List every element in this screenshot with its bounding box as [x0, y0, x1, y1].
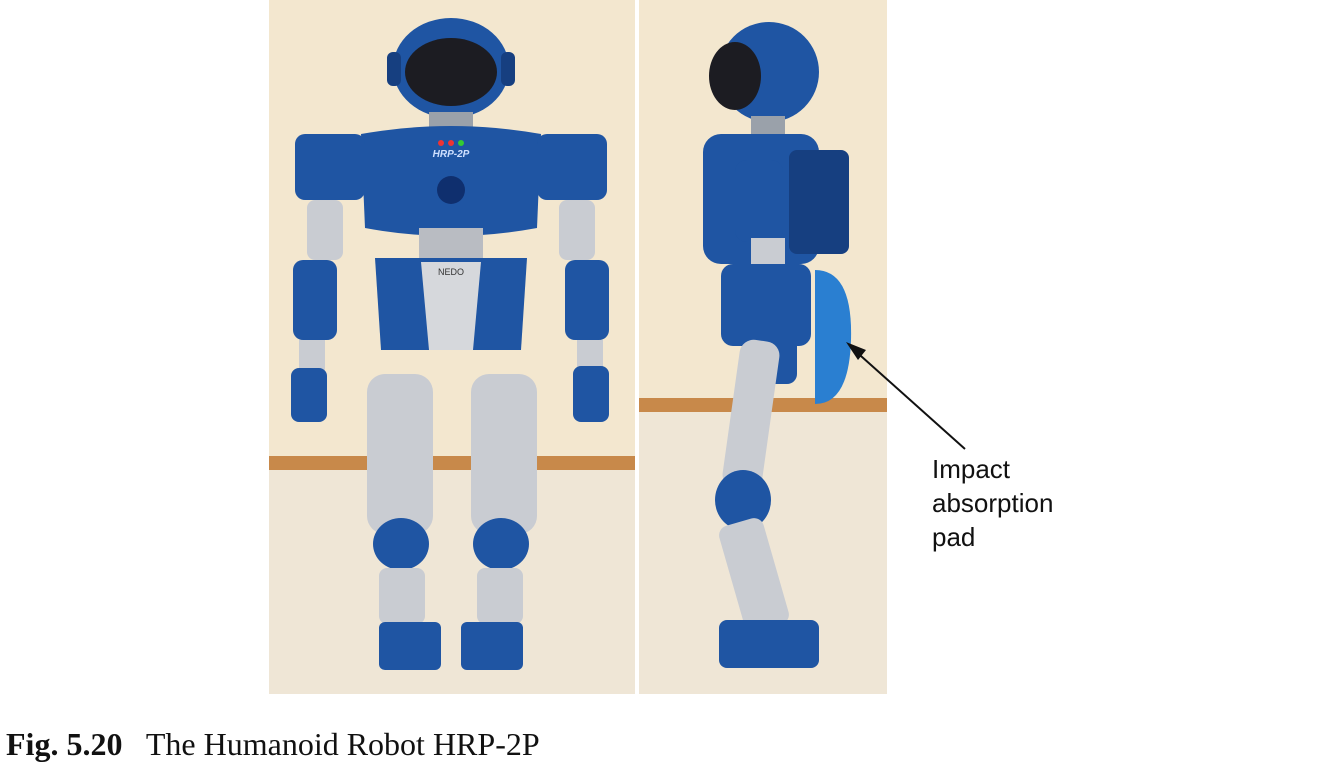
- impact-absorption-pad: [815, 270, 852, 404]
- figure-caption: Fig. 5.20 The Humanoid Robot HRP-2P: [6, 726, 540, 763]
- figure-title: The Humanoid Robot HRP-2P: [145, 726, 540, 762]
- robot-side-illustration: [639, 0, 887, 694]
- robot-side-photo: [639, 0, 887, 694]
- robot-front-illustration: HRP-2P NEDO: [269, 0, 635, 694]
- robot-front-photo: HRP-2P NEDO: [269, 0, 635, 694]
- waist-logo: NEDO: [438, 267, 464, 277]
- annotation-label: Impact absorption pad: [932, 454, 1054, 552]
- chest-logo: HRP-2P: [433, 149, 470, 160]
- figure-number: Fig. 5.20: [6, 726, 123, 762]
